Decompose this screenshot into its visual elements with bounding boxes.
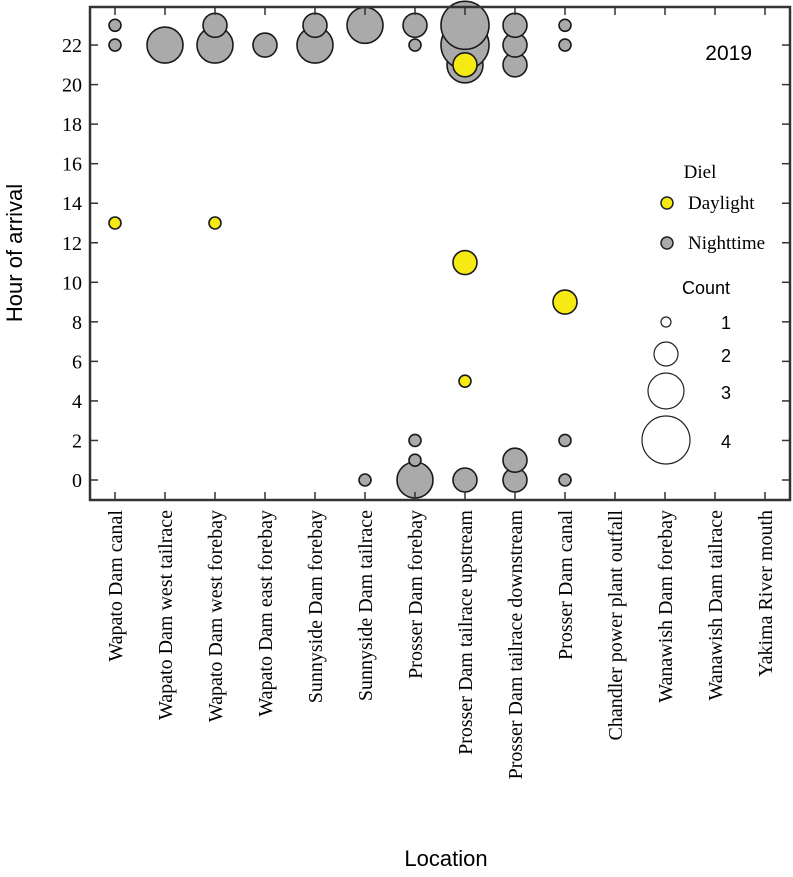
bubble-nighttime [408,433,422,448]
bubble-nighttime [558,473,572,487]
bubble-nighttime [108,18,122,33]
bubble-nighttime [146,26,184,64]
legend-daylight-label: Daylight [688,193,755,214]
y-tick-label: 2 [72,430,82,452]
x-tick-label: Sunnyside Dam tailrace [355,510,377,701]
x-tick-label: Sunnyside Dam forebay [305,510,327,703]
y-axis-label: Hour of arrival [2,184,27,322]
legend-daylight-marker [660,196,674,210]
x-axis: Wapato Dam canal Wapato Dam west tailrace… [105,7,777,779]
bubble-nighttime [358,473,372,487]
x-tick-label: Prosser Dam forebay [405,510,427,679]
y-tick-label: 18 [62,114,82,136]
legend-count-title: Count [682,278,730,298]
bubble-nighttime [502,447,528,474]
x-tick-label: Chandler power plant outfall [605,510,627,741]
y-tick-label: 22 [62,35,82,57]
x-tick-label: Wanawish Dam tailrace [705,510,727,701]
legend-diel-title: Diel [684,162,717,183]
bubble-nighttime [202,12,228,39]
bubble-daylight [452,52,478,78]
bubble-nighttime [252,32,278,58]
legend-nighttime-label: Nighttime [688,233,765,254]
bubble-daylight [458,374,472,388]
plot-frame [88,5,792,502]
bubble-nighttime [408,453,422,468]
bubble-nighttime [408,38,422,52]
bubble-nighttime [402,12,428,39]
y-tick-label: 16 [62,154,82,176]
bubble-nighttime [558,18,572,33]
legend-count-2-label: 2 [721,346,731,366]
y-tick-label: 10 [62,272,82,294]
x-tick-label: Prosser Dam canal [555,510,577,660]
x-tick-label: Yakima River mouth [755,510,777,677]
legend-count-1-label: 1 [721,313,731,333]
x-tick-label: Prosser Dam tailrace upstream [455,510,477,755]
bubble-nighttime [558,433,572,448]
bubble-daylight [452,249,478,276]
legend-count-2-marker [653,341,679,367]
bubble-nighttime [558,38,572,52]
legend-nighttime-marker [660,236,674,250]
bubble-daylight [552,289,578,315]
x-tick-label: Wapato Dam east forebay [255,510,277,717]
x-tick-label: Wapato Dam west forebay [205,510,227,722]
bubbles-layer [108,0,578,499]
bubble-daylight [208,216,222,230]
legend: Diel Daylight Nighttime Count 1 2 3 4 [641,162,765,465]
year-annotation: 2019 [705,42,752,65]
y-tick-label: 4 [72,391,82,413]
bubble-nighttime [440,0,490,51]
bubble-nighttime [502,12,528,39]
legend-count-4-label: 4 [721,432,731,452]
x-tick-label: Wanawish Dam forebay [655,510,677,703]
bubble-nighttime [302,12,328,39]
legend-count-1-marker [660,316,672,328]
x-tick-label: Prosser Dam tailrace downstream [505,510,527,780]
y-tick-label: 6 [72,351,82,373]
y-tick-label: 12 [62,233,82,255]
y-tick-label: 0 [72,470,82,492]
legend-count-4-marker [641,415,691,465]
x-tick-label: Wapato Dam canal [105,510,127,662]
y-tick-label: 14 [62,193,82,215]
legend-count-3-label: 3 [721,383,731,403]
y-tick-label: 8 [72,312,82,334]
y-tick-label: 20 [62,75,82,97]
legend-count-3-marker [647,372,685,410]
bubble-daylight [108,216,122,230]
bubble-nighttime [108,38,122,52]
x-axis-label: Location [404,846,487,871]
bubble-nighttime [452,467,478,493]
x-tick-label: Wapato Dam west tailrace [155,510,177,720]
